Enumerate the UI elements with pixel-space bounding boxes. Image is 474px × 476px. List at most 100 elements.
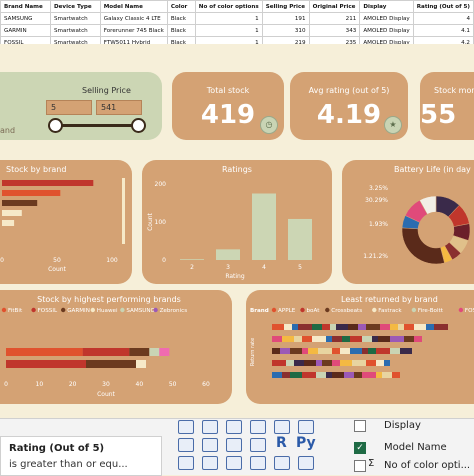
bar-segment: [378, 336, 390, 342]
table-row[interactable]: SAMSUNG Smartwatch Galaxy Classic 4 LTE …: [0, 12, 474, 25]
x-tick-label: 4: [262, 264, 266, 271]
column-header[interactable]: Display: [359, 0, 414, 13]
highest-performing-card[interactable]: Stock by highest performing brands FitBi…: [0, 290, 232, 404]
x-axis-label: Count: [97, 391, 115, 398]
donut-slice: [419, 195, 437, 215]
bar-segment: [129, 348, 150, 356]
legend-marker: [120, 307, 125, 313]
card-icon[interactable]: [226, 420, 242, 434]
bar-segment: [330, 324, 336, 330]
more-visuals-icon[interactable]: [298, 456, 314, 470]
table-cell: Forerunner 745 Black: [99, 24, 168, 37]
display-checkbox[interactable]: [354, 420, 366, 432]
bar: [2, 210, 22, 216]
bar-segment: [404, 324, 414, 330]
r-visual-icon[interactable]: R: [276, 435, 287, 451]
table-row[interactable]: FOSSIL Smartwatch FTW5011 Hybrid Black 1…: [0, 36, 474, 44]
bar-segment: [294, 336, 302, 342]
stock-month-card[interactable]: Stock mon 55: [420, 72, 474, 140]
column-header[interactable]: Original Price: [308, 0, 361, 13]
table-icon[interactable]: [298, 420, 314, 434]
filter-condition[interactable]: is greater than or equ...: [9, 459, 128, 470]
table-cell: 4: [412, 12, 474, 25]
table-cell: 343: [308, 24, 361, 37]
bar-segment: [282, 372, 290, 378]
min-slider-handle[interactable]: [48, 118, 63, 133]
bar: [180, 259, 204, 260]
x-tick-label: 5: [298, 264, 302, 271]
table-cell: 1: [194, 12, 263, 25]
slicer-title: Selling Price: [82, 86, 131, 95]
field-display: Display: [384, 420, 421, 431]
bar-segment: [272, 348, 280, 354]
y-tick-label: 0: [162, 257, 166, 264]
decomposition-tree-icon[interactable]: [202, 456, 218, 470]
kpi-value: 55: [420, 100, 457, 130]
grid-icon[interactable]: [226, 438, 242, 452]
total-stock-card[interactable]: Total stock 419 ◷: [172, 72, 284, 140]
scatter-icon[interactable]: [250, 438, 266, 452]
kpi-value: 4.19: [316, 100, 382, 130]
bar-segment: [434, 324, 448, 330]
multi-row-card-icon[interactable]: [250, 420, 266, 434]
max-price-input[interactable]: 541: [96, 100, 142, 115]
avg-rating-card[interactable]: Avg rating (out of 5) 4.19 ★: [290, 72, 408, 140]
chart-title: Ratings: [222, 165, 252, 174]
bar-segment: [82, 348, 130, 356]
column-header[interactable]: Selling Price: [261, 0, 310, 13]
column-header[interactable]: Model Name: [99, 0, 168, 13]
table-cell: 191: [261, 12, 310, 25]
filter-card[interactable]: Rating (Out of 5) is greater than or equ…: [0, 436, 162, 476]
table-cell: AMOLED Display: [359, 12, 414, 25]
narrative-icon[interactable]: [250, 456, 266, 470]
table-header-row: Brand Name Device Type Model Name Color …: [0, 0, 474, 13]
kpi-icon[interactable]: [178, 438, 194, 452]
column-header[interactable]: Color: [166, 0, 196, 13]
filter-title: Rating (Out of 5): [9, 443, 105, 454]
bar-segment: [350, 336, 362, 342]
clock-icon: ◷: [260, 116, 278, 134]
bar-segment: [272, 336, 282, 342]
ratings-card[interactable]: Ratings 0 100 200 Count 2 3 4 5 Rating: [142, 160, 332, 284]
legend-label: FOSSIL: [465, 308, 474, 314]
bar-segment: [376, 360, 384, 366]
paginated-icon[interactable]: [274, 456, 290, 470]
table-cell: AMOLED Display: [359, 36, 414, 44]
chart-title: Stock by highest performing brands: [37, 295, 181, 304]
column-header[interactable]: No of color options: [194, 0, 263, 13]
bar-segment: [308, 348, 318, 354]
legend-label: Fastrack: [378, 308, 402, 314]
bar-segment: [390, 348, 400, 354]
qa-icon[interactable]: [226, 456, 242, 470]
kpi-title: Avg rating (out of 5): [308, 86, 390, 95]
battery-life-card[interactable]: Battery Life (in day 3.25% 30.29% 1.93% 1.2…: [342, 160, 474, 284]
stock-by-brand-card[interactable]: Stock by brand 0 50 100 Count: [0, 160, 132, 284]
legend-label: boAt: [307, 308, 321, 314]
key-influencers-icon[interactable]: [178, 456, 194, 470]
model-name-checkbox[interactable]: ✓: [354, 442, 366, 454]
bar-segment: [350, 348, 362, 354]
max-slider-handle[interactable]: [131, 118, 146, 133]
gauge-icon[interactable]: [202, 420, 218, 434]
slicer-icon[interactable]: [274, 420, 290, 434]
legend-marker: [271, 307, 277, 313]
slice-label: 3.25%: [369, 185, 388, 192]
legend-label: Crossbeats: [331, 308, 362, 314]
matrix-icon[interactable]: [202, 438, 218, 452]
y-axis-label: Count: [147, 212, 154, 230]
column-header[interactable]: Rating (Out of 5): [412, 0, 474, 13]
bar-segment: [352, 360, 366, 366]
min-price-input[interactable]: 5: [46, 100, 92, 115]
bar-segment: [159, 348, 170, 356]
color-options-checkbox[interactable]: [354, 460, 366, 472]
python-visual-icon[interactable]: Py: [296, 435, 316, 451]
least-returned-card[interactable]: Least returned by brand Brand APPLE boAt Cr…: [246, 290, 474, 404]
column-header[interactable]: Brand Name: [0, 0, 51, 13]
table-cell: 4.1: [412, 24, 474, 37]
table-row[interactable]: GARMIN Smartwatch Forerunner 745 Black B…: [0, 24, 474, 37]
bar-chart-icon[interactable]: [178, 420, 194, 434]
column-header[interactable]: Device Type: [49, 0, 101, 13]
bar-segment: [280, 348, 290, 354]
bar: [216, 249, 240, 260]
bar-segment: [398, 324, 404, 330]
